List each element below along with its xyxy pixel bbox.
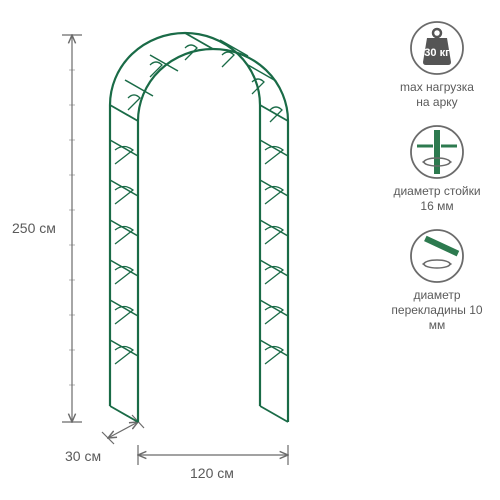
spec-max-load: 30 кг max нагрузка на арку bbox=[400, 20, 474, 110]
crossbar-diameter-icon bbox=[409, 228, 465, 284]
product-diagram: 250 см 120 см 30 см bbox=[10, 10, 380, 490]
depth-label: 30 см bbox=[65, 448, 101, 464]
spec-crossbar-diameter: диаметр перекладины 10 мм bbox=[382, 228, 492, 333]
weight-icon: 30 кг bbox=[409, 20, 465, 76]
post-diameter-icon bbox=[409, 124, 465, 180]
arch-svg bbox=[10, 10, 380, 490]
height-label: 250 см bbox=[12, 220, 56, 236]
weight-value: 30 кг bbox=[424, 47, 450, 59]
specs-panel: 30 кг max нагрузка на арку диаметр стойк… bbox=[382, 20, 492, 333]
spec-crossbar-text: диаметр перекладины 10 мм bbox=[382, 288, 492, 333]
spec-max-load-text: max нагрузка на арку bbox=[400, 80, 474, 110]
spec-post-text: диаметр стойки 16 мм bbox=[393, 184, 480, 214]
width-label: 120 см bbox=[190, 465, 234, 481]
spec-post-diameter: диаметр стойки 16 мм bbox=[393, 124, 480, 214]
